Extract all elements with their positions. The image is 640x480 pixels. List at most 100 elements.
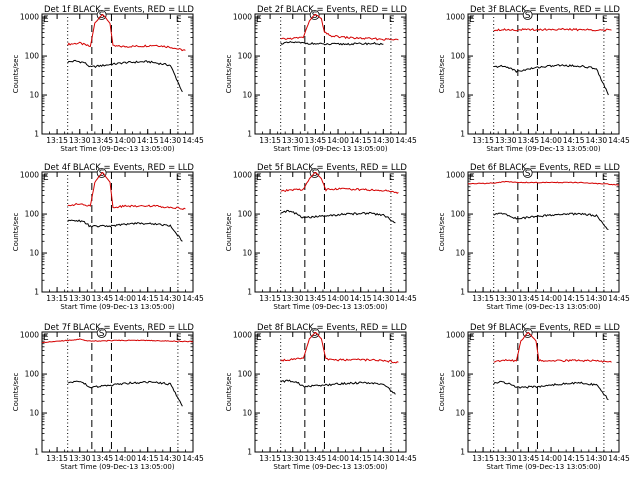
y-tick-label: 1 [460,130,465,139]
series-events-line [493,64,609,96]
marker-label-center: S [525,11,531,21]
marker-circle [96,328,107,338]
x-tick-label: 13:30 [282,294,304,303]
x-axis-label: Start Time (09-Dec-13 13:05:00) [486,303,600,311]
series-events-line [493,380,609,401]
series-events-line [280,379,396,395]
y-tick-label: 1000 [233,171,252,180]
y-tick-label: 100 [238,370,253,379]
x-axis-label: Start Time (09-Dec-13 13:05:00) [60,463,174,471]
marker-label-right: E [602,173,608,183]
marker-label-right: E [176,333,182,343]
x-axis-label: Start Time (09-Dec-13 13:05:00) [486,463,600,471]
chart-title: Det 6f BLACK = Events, RED = LLD [470,163,620,173]
y-tick-label: 1000 [233,13,252,22]
x-tick-label: 13:45 [518,136,540,145]
marker-label-center: S [99,329,105,339]
y-axis-label: Counts/sec [12,373,20,412]
plot-frame [254,13,407,135]
series-lld-line [67,172,186,210]
chart-panel: Det 3f BLACK = Events, RED = LLD 1 10 100 10… [438,5,630,153]
series-lld-line [493,27,612,32]
y-axis-label: Counts/sec [225,55,233,94]
y-tick-label: 10 [455,91,465,100]
x-tick-label: 13:15 [46,294,68,303]
y-tick-label: 10 [29,409,39,418]
marker-label-left: E [256,15,262,25]
x-tick-label: 13:30 [495,454,517,463]
y-tick-label: 10 [242,409,252,418]
plot-frame [41,13,194,135]
x-tick-label: 13:30 [495,136,517,145]
y-tick-label: 1000 [446,13,465,22]
x-tick-label: 13:30 [69,136,91,145]
y-tick-label: 1 [34,288,39,297]
marker-label-center: S [525,329,531,339]
x-tick-label: 14:30 [373,294,395,303]
y-tick-label: 1 [34,448,39,457]
x-tick-label: 14:30 [586,294,608,303]
x-tick-label: 14:00 [114,454,136,463]
y-tick-label: 1000 [446,331,465,340]
x-tick-label: 13:15 [472,454,494,463]
x-tick-label: 14:45 [182,294,204,303]
plot-frame [41,331,194,453]
y-tick-label: 1000 [20,331,39,340]
x-tick-label: 14:30 [373,454,395,463]
x-tick-label: 14:45 [395,136,417,145]
chart-panel: Det 8f BLACK = Events, RED = LLD 1 10 100 10… [225,323,417,471]
x-tick-label: 14:30 [160,136,182,145]
x-tick-label: 14:45 [395,454,417,463]
x-tick-label: 13:30 [282,454,304,463]
marker-label-right: E [602,333,608,343]
chart-title: Det 1f BLACK = Events, RED = LLD [44,5,194,15]
series-events-line [280,41,384,46]
y-tick-label: 100 [25,370,40,379]
chart-title: Det 3f BLACK = Events, RED = LLD [470,5,620,15]
y-tick-label: 1 [247,130,252,139]
y-tick-label: 10 [29,249,39,258]
x-tick-label: 14:45 [608,454,630,463]
x-tick-label: 14:00 [327,136,349,145]
x-tick-label: 14:30 [160,294,182,303]
x-tick-label: 13:45 [518,454,540,463]
y-axis-label: Counts/sec [12,213,20,252]
x-tick-label: 14:15 [563,136,585,145]
x-tick-label: 14:45 [395,294,417,303]
y-tick-label: 1000 [233,331,252,340]
marker-circle [522,168,533,178]
marker-label-right: E [389,173,395,183]
marker-label-left: E [43,333,49,343]
x-tick-label: 13:45 [305,136,327,145]
y-tick-label: 1000 [20,13,39,22]
chart-panel: Det 7f BLACK = Events, RED = LLD 1 10 100 10… [12,323,204,471]
x-tick-label: 14:30 [586,136,608,145]
marker-label-center: S [312,11,318,21]
y-tick-label: 100 [451,52,466,61]
x-axis-label: Start Time (09-Dec-13 13:05:00) [273,303,387,311]
y-axis-label: Counts/sec [225,213,233,252]
series-events-line [67,380,183,407]
series-events-line [280,209,396,224]
x-tick-label: 13:45 [92,294,114,303]
x-tick-label: 14:15 [137,136,159,145]
series-lld-line [67,14,186,52]
x-tick-label: 14:15 [137,294,159,303]
chart-panel: Det 2f BLACK = Events, RED = LLD 1 10 100 10… [225,5,417,153]
y-tick-label: 10 [455,409,465,418]
x-tick-label: 13:45 [92,136,114,145]
marker-label-left: E [43,173,49,183]
chart-panel: Det 9f BLACK = Events, RED = LLD 1 10 100 10… [438,323,630,471]
marker-circle [522,10,533,20]
x-tick-label: 14:00 [540,136,562,145]
y-tick-label: 1 [34,130,39,139]
plot-frame [467,331,620,453]
y-tick-label: 10 [242,249,252,258]
marker-label-center: S [525,169,531,179]
x-tick-label: 13:15 [259,294,281,303]
y-tick-label: 100 [238,52,253,61]
series-events-line [493,212,609,231]
marker-label-right: E [602,15,608,25]
x-axis-label: Start Time (09-Dec-13 13:05:00) [60,145,174,153]
chart-panel: Det 5f BLACK = Events, RED = LLD 1 10 100 10… [225,163,417,311]
